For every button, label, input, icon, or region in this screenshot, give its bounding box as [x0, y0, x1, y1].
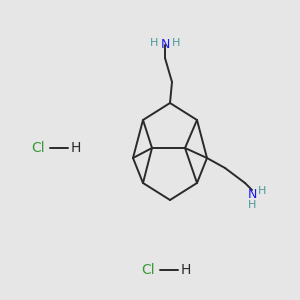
- Text: Cl: Cl: [141, 263, 155, 277]
- Text: H: H: [150, 38, 158, 48]
- Text: H: H: [258, 186, 266, 196]
- Text: Cl: Cl: [31, 141, 45, 155]
- Text: H: H: [181, 263, 191, 277]
- Text: N: N: [247, 188, 257, 202]
- Text: H: H: [172, 38, 180, 48]
- Text: H: H: [248, 200, 256, 210]
- Text: H: H: [71, 141, 81, 155]
- Text: N: N: [160, 38, 170, 52]
